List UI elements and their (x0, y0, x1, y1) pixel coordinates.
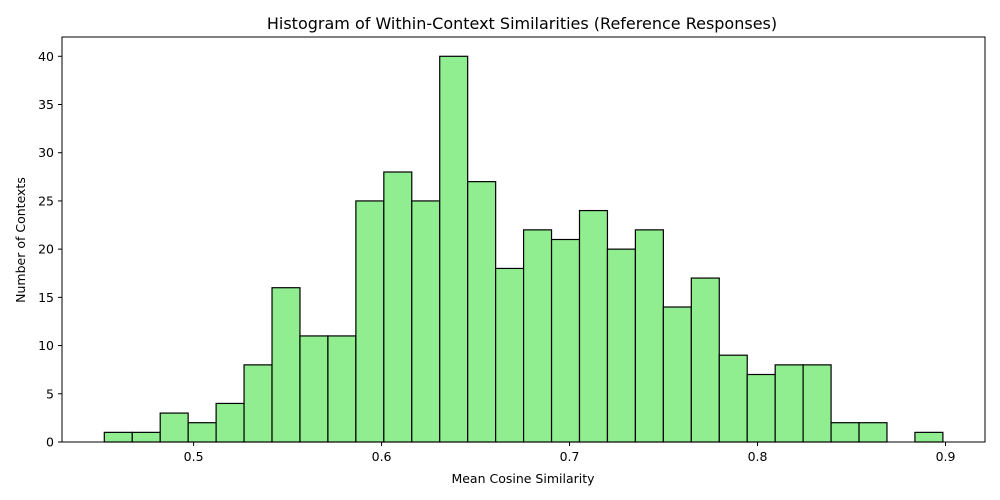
x-tick-label: 0.8 (748, 449, 768, 464)
plot-frame (61, 36, 986, 443)
histogram-bar (522, 229, 553, 443)
histogram-bar (606, 248, 637, 443)
histogram-bar (634, 229, 664, 443)
histogram-bar (383, 171, 413, 443)
x-tick-label: 0.6 (372, 449, 392, 464)
y-axis-ticks: 0 5 10 15 20 25 30 35 40 (38, 49, 62, 450)
x-axis-ticks: 0.5 0.6 0.7 0.8 0.9 (184, 442, 956, 464)
y-tick-label: 20 (38, 242, 54, 257)
histogram-bar (103, 431, 133, 443)
histogram-bar (187, 422, 217, 443)
histogram-bar (914, 431, 944, 443)
histogram-bar (159, 412, 189, 443)
y-tick-label: 5 (46, 386, 54, 401)
histogram-bar (662, 306, 692, 443)
x-tick-label: 0.5 (184, 449, 204, 464)
histogram-bar (690, 277, 720, 443)
histogram-bar (495, 267, 525, 443)
histogram-bar (746, 373, 776, 443)
histogram-bar (327, 335, 357, 443)
y-tick-label: 0 (46, 435, 54, 450)
y-tick-label: 40 (38, 49, 54, 64)
y-tick-label: 25 (38, 193, 54, 208)
x-tick-label: 0.7 (560, 449, 580, 464)
y-axis-label: Number of Contexts (13, 177, 28, 303)
y-tick-label: 35 (38, 97, 54, 112)
histogram-bar (802, 364, 832, 443)
histogram-bar (858, 422, 888, 443)
histogram-bar (299, 335, 329, 443)
y-tick-label: 10 (38, 338, 54, 353)
histogram-bar (243, 364, 273, 443)
histogram-bar (131, 431, 161, 443)
histogram-bar (467, 181, 497, 443)
histogram-bar (271, 287, 301, 443)
histogram-bar (830, 422, 860, 443)
histogram-bar (439, 55, 469, 443)
y-tick-label: 15 (38, 290, 54, 305)
histogram-bar (355, 200, 385, 443)
histogram-bar (411, 200, 441, 443)
histogram-bar (774, 364, 804, 443)
y-tick-label: 30 (38, 145, 54, 160)
chart-title: Histogram of Within-Context Similarities… (267, 14, 777, 33)
bars-group (103, 55, 944, 443)
histogram-bar (215, 402, 245, 443)
x-tick-label: 0.9 (936, 449, 956, 464)
histogram-bar (578, 209, 609, 443)
histogram-bar (550, 238, 581, 443)
histogram-bar (718, 354, 748, 443)
x-axis-label: Mean Cosine Similarity (451, 471, 595, 486)
